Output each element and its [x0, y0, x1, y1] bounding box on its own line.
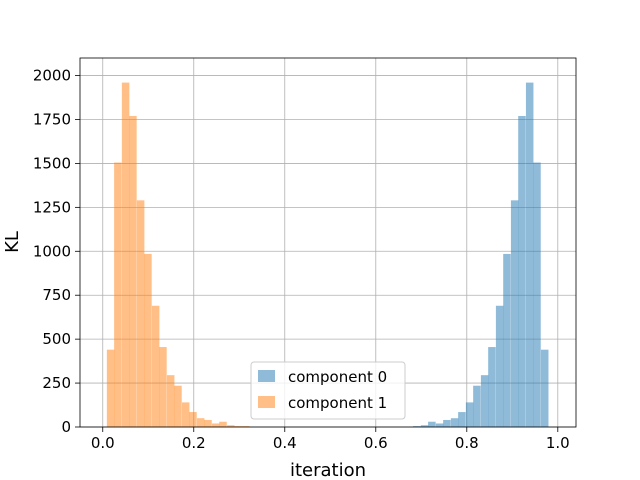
y-tick-label: 1500: [33, 154, 71, 172]
plot-frame: [79, 57, 577, 428]
y-tick-label: 0: [61, 418, 71, 436]
bar-component-0: [480, 375, 489, 427]
bar-component-1: [181, 402, 190, 427]
bar-component-1: [121, 82, 130, 427]
bar-component-1: [234, 426, 242, 427]
legend-label-component-1: component 1: [288, 394, 387, 412]
bar-component-1: [114, 162, 122, 428]
bar-component-0: [443, 419, 451, 427]
bar-component-1: [144, 253, 152, 427]
bar-component-1: [166, 375, 175, 427]
bar-component-0: [428, 421, 436, 427]
grid-lines: [80, 58, 576, 428]
bar-component-0: [540, 349, 549, 427]
x-tick-label: 1.0: [546, 434, 570, 452]
y-tick-label: 1250: [33, 198, 71, 216]
bar-component-1: [204, 419, 212, 427]
x-tick-label: 0.8: [455, 434, 479, 452]
x-tick-label: 0.4: [273, 434, 297, 452]
legend-swatch-component-1: [258, 396, 275, 408]
bar-component-1: [219, 421, 227, 427]
bar-component-1: [136, 200, 145, 427]
legend: component 0 component 1: [250, 361, 406, 420]
x-tick-label: 0.0: [91, 434, 115, 452]
bar-component-0: [450, 418, 459, 427]
bar-component-1: [129, 115, 137, 427]
axis-ticks: 0.0 0.2 0.4 0.6 0.8 1.0 0 250 500 750 1000 1250 1500…: [33, 67, 570, 452]
y-tick-label: 1750: [33, 111, 71, 129]
y-axis-label: KL: [2, 231, 23, 253]
y-tick-label: 2000: [33, 67, 71, 85]
bar-component-0: [413, 426, 421, 427]
bar-component-1: [211, 423, 220, 427]
y-tick-label: 250: [42, 374, 71, 392]
histogram-bars: [106, 82, 549, 428]
bar-component-0: [465, 402, 474, 427]
bar-component-1: [174, 385, 182, 427]
bar-component-1: [241, 426, 250, 427]
bar-component-0: [503, 253, 511, 427]
bar-component-1: [189, 412, 197, 427]
bar-component-0: [518, 115, 526, 427]
bar-component-0: [533, 162, 541, 428]
bar-component-1: [106, 349, 115, 427]
y-tick-label: 750: [42, 286, 71, 304]
bar-component-0: [495, 305, 504, 427]
bar-component-0: [473, 385, 481, 427]
bar-component-0: [488, 347, 496, 427]
x-tick-label: 0.2: [182, 434, 206, 452]
legend-box: [250, 361, 406, 420]
bar-component-0: [510, 200, 519, 427]
legend-label-component-0: component 0: [288, 368, 387, 386]
y-tick-label: 500: [42, 330, 71, 348]
bar-component-1: [159, 347, 167, 427]
bar-component-0: [435, 423, 444, 427]
bar-component-1: [226, 425, 235, 427]
legend-swatch-component-0: [258, 370, 275, 382]
bar-component-0: [420, 425, 429, 427]
bar-component-0: [525, 82, 534, 427]
bar-component-1: [151, 305, 160, 427]
bar-component-0: [458, 412, 466, 427]
x-tick-label: 0.6: [364, 434, 388, 452]
x-axis-label: iteration: [290, 460, 366, 480]
y-tick-label: 1000: [33, 242, 71, 260]
bar-component-1: [196, 418, 205, 427]
